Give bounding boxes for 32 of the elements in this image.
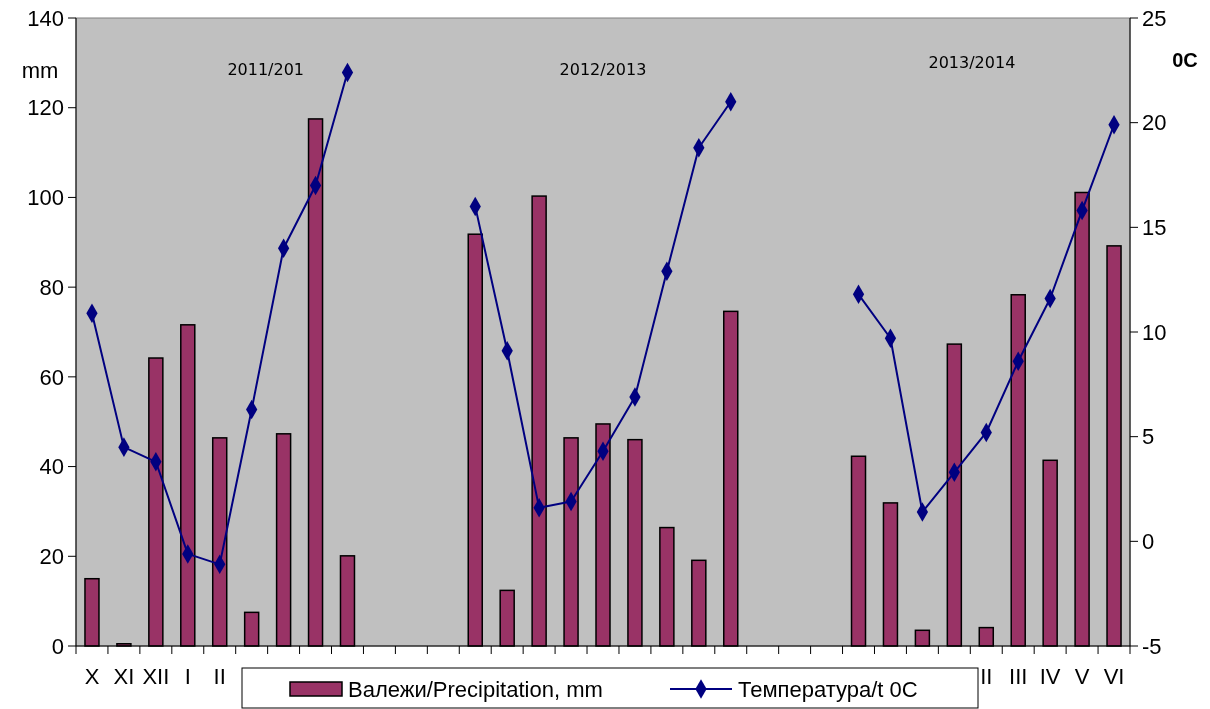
x-tick-label: III (1009, 664, 1028, 689)
y-tick-label: 0 (51, 633, 64, 659)
x-tick-label: V (1074, 664, 1090, 689)
y2-tick-label: 0 (1142, 529, 1155, 555)
y2-tick-label: 20 (1142, 110, 1167, 136)
y2-tick-label: -5 (1142, 633, 1162, 659)
annotation: 2012/2013 (559, 60, 647, 79)
y-tick-label: 60 (39, 364, 64, 390)
y-tick-label: 140 (27, 5, 64, 31)
annotation: 2011/201 (227, 60, 305, 79)
x-tick-label: IV (1039, 664, 1061, 689)
x-tick-label: VI (1103, 664, 1125, 689)
y-tick-label: 120 (27, 95, 64, 121)
y2-tick-label: 15 (1142, 215, 1167, 241)
x-tick-label: I (184, 664, 191, 689)
y2-axis-title: 0C (1172, 49, 1198, 71)
x-tick-label: XI (113, 664, 135, 689)
y-axis-title: mm (21, 58, 59, 83)
x-tick-label: XII (142, 664, 170, 689)
y-tick-label: 80 (39, 274, 64, 300)
y-tick-label: 100 (27, 185, 64, 211)
x-tick-label: II (213, 664, 226, 689)
y-tick-label: 40 (39, 454, 64, 480)
y2-tick-label: 25 (1142, 5, 1167, 31)
annotation: 2013/2014 (928, 53, 1016, 72)
x-tick-label: II (980, 664, 993, 689)
y2-tick-label: 10 (1142, 319, 1167, 345)
y2-tick-label: 5 (1142, 424, 1155, 450)
legend-label: Температура/t 0C (738, 676, 918, 702)
x-tick-label: X (84, 664, 100, 689)
legend-label: Валежи/Precipitation, mm (348, 676, 603, 702)
y-tick-label: 20 (39, 543, 64, 569)
